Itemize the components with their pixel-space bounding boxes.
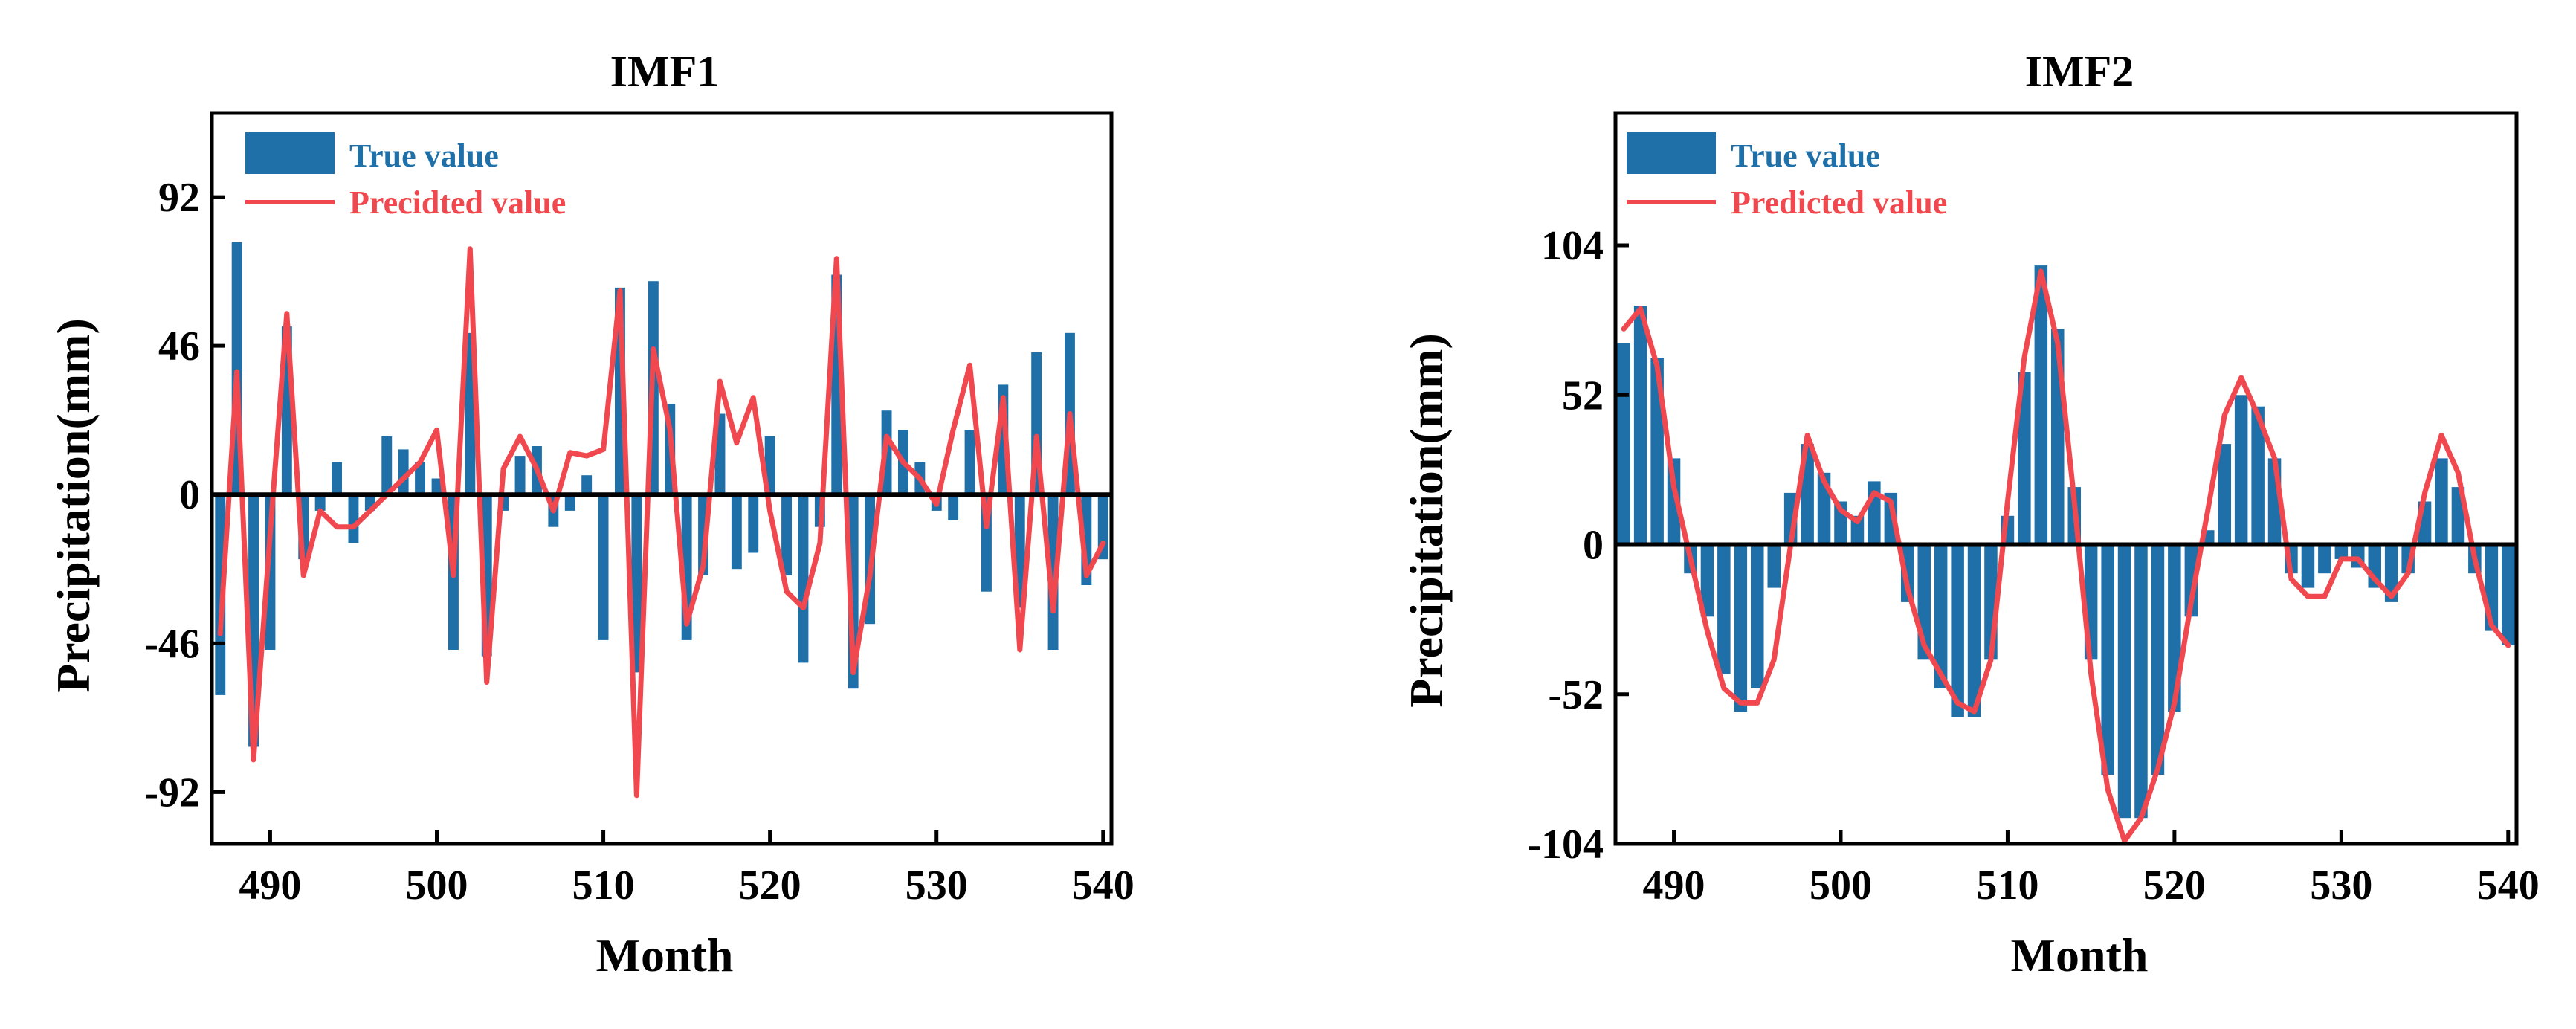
chart-panel-imf2: IMF2 Precipitation(mm) Month -104 -52 0 52 1… bbox=[1400, 47, 2540, 981]
bar bbox=[2334, 544, 2349, 559]
chart-panel-imf1: IMF1 Precipitation(mm) Month -92 -46 0 46 92… bbox=[47, 47, 1134, 981]
bar bbox=[1617, 343, 1630, 545]
x-tick-label: 490 bbox=[1643, 862, 1705, 909]
y-tick-label: -104 bbox=[1527, 822, 1604, 868]
y-tick-label: -46 bbox=[144, 621, 200, 667]
x-tick-label: 540 bbox=[1072, 862, 1134, 909]
legend-bar-swatch bbox=[245, 132, 335, 174]
y-tick-label: -92 bbox=[144, 770, 200, 816]
legend-true-label: True value bbox=[1731, 138, 1880, 174]
bar bbox=[1751, 544, 1764, 688]
bar bbox=[581, 475, 593, 495]
bar bbox=[1967, 544, 1981, 717]
bar bbox=[1717, 544, 1731, 674]
bar bbox=[1934, 544, 1948, 688]
y-tick-label: -52 bbox=[1548, 672, 1604, 718]
y-tick-label: 0 bbox=[1583, 523, 1604, 569]
bar bbox=[1767, 544, 1781, 588]
series-line bbox=[217, 246, 1106, 799]
bar bbox=[731, 494, 742, 570]
y-tick-label: 52 bbox=[1562, 372, 1604, 419]
bar bbox=[2301, 544, 2315, 588]
bar bbox=[415, 462, 425, 495]
bar bbox=[2101, 544, 2114, 775]
bar bbox=[1951, 544, 1964, 717]
plot-area: -92 -46 0 46 92 490 500 510 520 530 540 bbox=[144, 111, 1134, 909]
x-axis-label: Month bbox=[2011, 929, 2149, 981]
legend-bar-swatch bbox=[1627, 132, 1716, 174]
bar bbox=[381, 436, 393, 495]
bar bbox=[631, 494, 642, 673]
series-line bbox=[1621, 268, 2511, 844]
bar bbox=[948, 494, 959, 520]
bar bbox=[2218, 444, 2231, 545]
y-axis-label: Precipitation(mm) bbox=[1400, 333, 1453, 708]
y-tick-label: 92 bbox=[158, 175, 200, 221]
bar bbox=[2251, 406, 2265, 545]
y-axis-label: Precipitation(mm) bbox=[47, 318, 100, 693]
plot-area: -104 -52 0 52 104 490 500 510 520 530 540 bbox=[1527, 111, 2540, 909]
bar bbox=[2134, 544, 2148, 819]
x-tick-label: 520 bbox=[2143, 862, 2206, 909]
bar bbox=[1850, 515, 1865, 545]
bar bbox=[798, 494, 809, 663]
chart-title: IMF1 bbox=[610, 47, 720, 96]
x-tick-label: 520 bbox=[739, 862, 801, 909]
bar bbox=[781, 494, 792, 575]
bar bbox=[1700, 544, 1714, 617]
legend-predicted-label: Precidted value bbox=[349, 184, 566, 221]
legend-predicted-label: Predicted value bbox=[1731, 184, 1947, 221]
legend: True value Precidted value bbox=[245, 132, 566, 221]
x-tick-label: 510 bbox=[572, 862, 635, 909]
bar bbox=[1734, 544, 1748, 712]
bar bbox=[2117, 544, 2131, 819]
plot-frame bbox=[210, 111, 1114, 846]
x-tick-label: 510 bbox=[1976, 862, 2038, 909]
bar bbox=[748, 494, 759, 553]
bar bbox=[598, 494, 609, 640]
x-tick-label: 530 bbox=[2310, 862, 2372, 909]
bar bbox=[2234, 395, 2248, 545]
bar bbox=[332, 462, 342, 495]
x-tick-label: 530 bbox=[906, 862, 968, 909]
y-tick-label: 46 bbox=[158, 323, 200, 370]
bar bbox=[2151, 544, 2165, 775]
bar bbox=[2018, 372, 2031, 545]
legend: True value Predicted value bbox=[1627, 132, 1947, 221]
bar bbox=[314, 494, 326, 511]
bar bbox=[564, 494, 575, 511]
x-tick-label: 500 bbox=[1810, 862, 1872, 909]
bar bbox=[2435, 458, 2448, 545]
x-tick-label: 490 bbox=[239, 862, 301, 909]
bar bbox=[964, 430, 975, 495]
legend-true-label: True value bbox=[349, 138, 499, 174]
plot-frame bbox=[1613, 111, 2519, 846]
chart-title: IMF2 bbox=[2025, 47, 2134, 96]
bar bbox=[514, 456, 526, 495]
bar bbox=[1633, 306, 1647, 545]
x-axis-label: Month bbox=[596, 929, 734, 981]
y-tick-label: 0 bbox=[179, 472, 200, 518]
bar bbox=[348, 494, 359, 543]
bar bbox=[431, 478, 442, 495]
bar bbox=[2318, 544, 2331, 574]
x-tick-label: 500 bbox=[406, 862, 468, 909]
x-tick-label: 540 bbox=[2477, 862, 2540, 909]
bar bbox=[2034, 265, 2048, 545]
y-tick-label: 104 bbox=[1541, 223, 1604, 269]
bar bbox=[2502, 544, 2515, 645]
